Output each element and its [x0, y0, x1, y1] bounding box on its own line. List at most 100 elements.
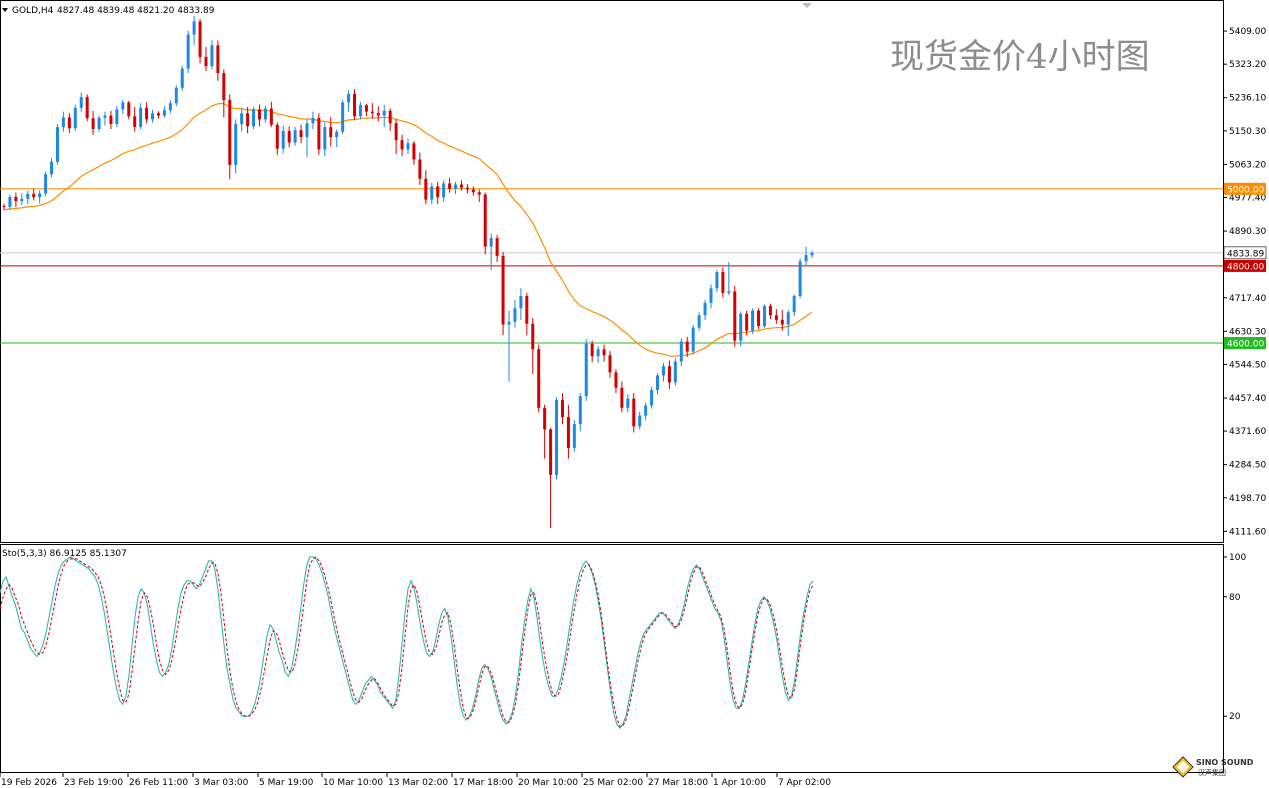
candle-body [584, 343, 588, 397]
candle-body [774, 315, 778, 320]
time-tick-label: 3 Mar 03:00 [194, 778, 249, 788]
ohlc-values: 4827.48 4839.48 4821.20 4833.89 [57, 6, 215, 16]
time-tick-label: 5 Mar 19:00 [259, 778, 314, 788]
candle-body [192, 21, 196, 35]
price-tick-label: 4630.30 [1229, 327, 1266, 337]
price-tick-label: 5236.10 [1229, 94, 1266, 104]
candle [26, 190, 30, 205]
candle [370, 103, 374, 119]
candle-body [792, 295, 796, 313]
candle-body [32, 193, 36, 198]
candle [263, 105, 267, 123]
candle [216, 40, 220, 81]
candle [151, 109, 155, 123]
price-levels-layer [0, 188, 1223, 344]
candle-body [8, 196, 12, 207]
price-tick-label: 4457.40 [1229, 394, 1266, 404]
candle-body [20, 198, 24, 202]
time-axis: 19 Feb 2026 23 Feb 19:00 26 Feb 11:00 3 Mar… [0, 773, 831, 788]
candle-body [364, 105, 368, 112]
candle [79, 92, 83, 112]
time-tick-label: 23 Feb 19:00 [64, 778, 123, 788]
candle-body [459, 184, 463, 188]
candle [335, 129, 339, 148]
candle [733, 285, 737, 347]
candle [145, 102, 149, 124]
candle [656, 373, 660, 395]
price-tick-label: 5409.00 [1229, 27, 1266, 37]
candle [632, 393, 636, 433]
candle [691, 325, 695, 355]
candle-body [91, 118, 95, 130]
candle-body [269, 108, 273, 125]
candle [8, 194, 12, 210]
candle [626, 393, 630, 413]
candle-body [216, 45, 220, 74]
candle-body [596, 349, 600, 357]
stochastic-main-line [0, 556, 814, 730]
candle [774, 309, 778, 324]
candle [174, 85, 178, 107]
candle [400, 134, 404, 157]
candle [73, 104, 77, 131]
candle-body [186, 34, 190, 69]
candle-body [115, 109, 119, 125]
time-tick-label: 26 Feb 11:00 [129, 778, 188, 788]
candle [685, 336, 689, 357]
candle-body [798, 261, 802, 296]
oscillator-frame [0, 544, 1224, 773]
candle-body [620, 387, 624, 408]
level-tag-label: 5000.00 [1227, 185, 1264, 195]
candle-body [424, 178, 428, 200]
candle [382, 104, 386, 128]
candle [768, 303, 772, 320]
candle [204, 46, 208, 72]
candle-body [252, 109, 256, 127]
candle-body [786, 312, 790, 325]
price-tick-label: 4890.30 [1229, 227, 1266, 237]
candle [650, 386, 654, 409]
svg-text:汉声集团: 汉声集团 [1198, 768, 1226, 777]
candle-body [679, 341, 683, 362]
candle-body [614, 372, 618, 388]
candle-body [560, 400, 564, 418]
price-tick-label: 4717.40 [1229, 294, 1266, 304]
candle [471, 186, 475, 196]
candle-body [127, 102, 131, 117]
candle-body [151, 113, 155, 120]
candle [38, 190, 42, 204]
moving-average-layer [3, 102, 813, 357]
candle [430, 183, 434, 205]
candle-body [537, 349, 541, 408]
candle [525, 292, 529, 336]
time-tick-label: 20 Mar 10:00 [518, 778, 578, 788]
time-tick-label: 27 Mar 18:00 [648, 778, 708, 788]
candle [85, 94, 89, 122]
candle [661, 363, 665, 382]
dropdown-arrow-icon[interactable] [2, 8, 8, 12]
candle-body [685, 341, 689, 352]
candle-body [602, 349, 606, 356]
candle-body [566, 417, 570, 448]
candle [293, 127, 297, 146]
candle [347, 90, 351, 112]
candle [186, 30, 190, 74]
candle [436, 181, 440, 205]
candle [489, 233, 493, 270]
candle-body [572, 424, 576, 448]
candle-body [168, 103, 172, 111]
candle-body [691, 327, 695, 352]
candle [454, 181, 458, 195]
candle [459, 180, 463, 191]
candle [14, 192, 18, 208]
candle [513, 299, 517, 328]
scroll-marker-icon[interactable] [802, 3, 812, 8]
candle-body [222, 73, 226, 101]
candle [240, 107, 244, 132]
time-tick-label: 13 Mar 02:00 [388, 778, 448, 788]
level-tag-bg [1224, 337, 1266, 350]
candle-body [174, 87, 178, 104]
price-tick-label: 5150.30 [1229, 127, 1266, 137]
candle-body [578, 396, 582, 425]
